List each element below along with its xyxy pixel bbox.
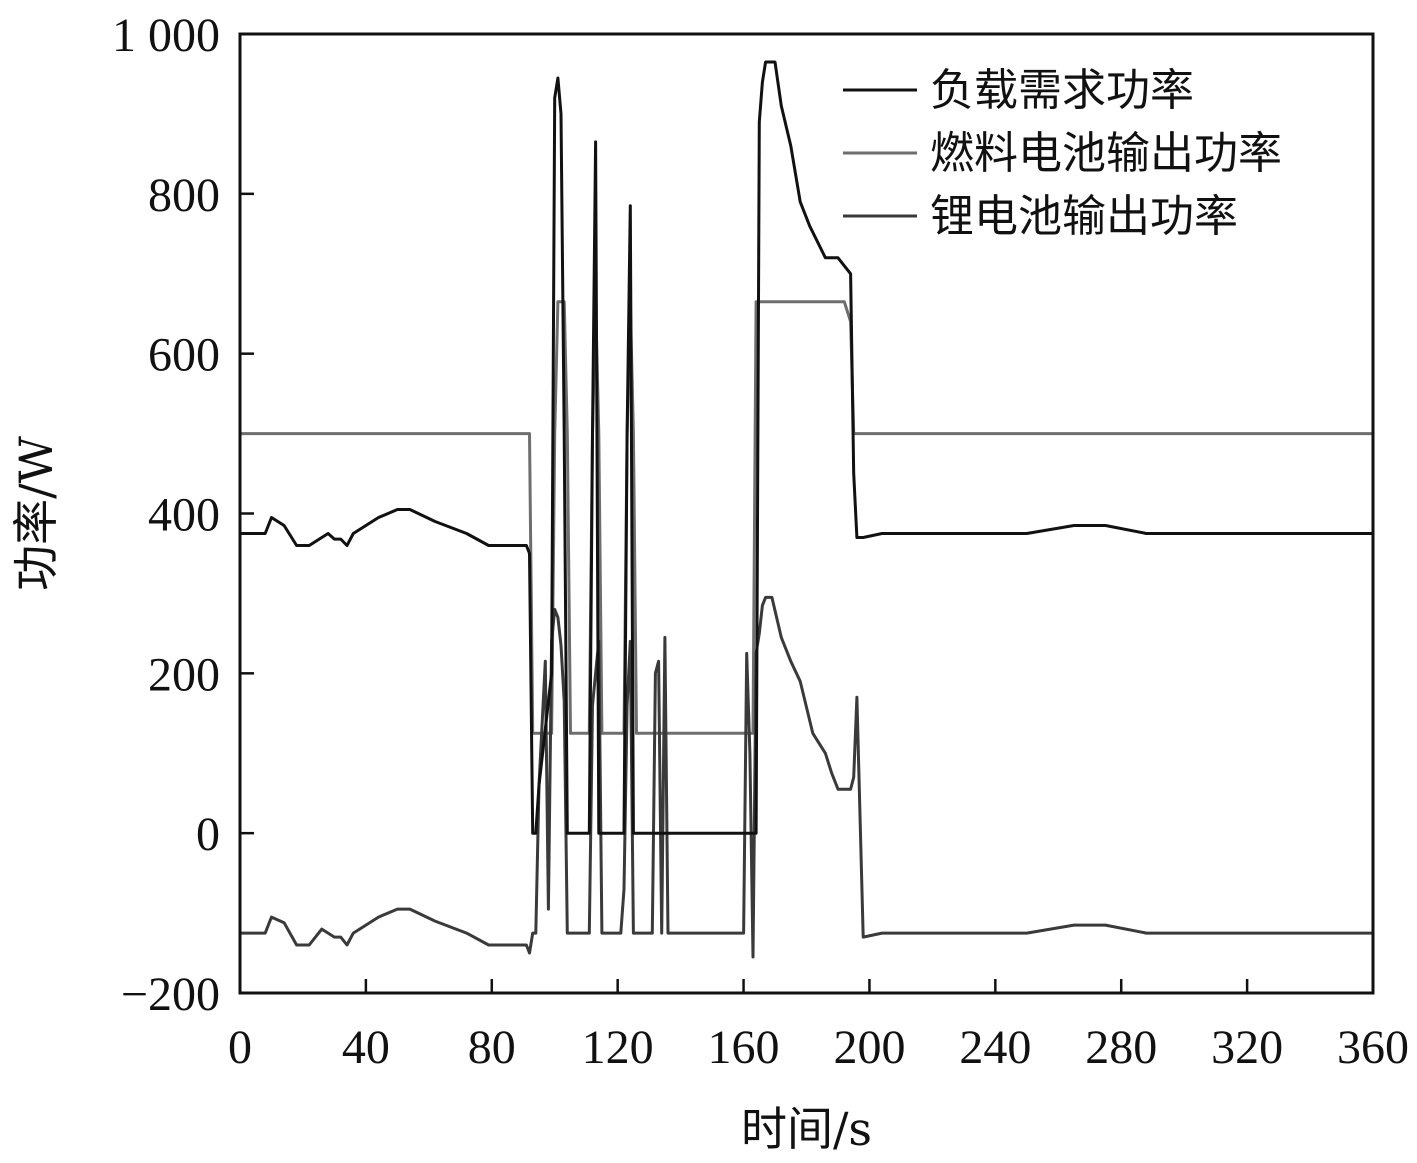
legend-label-2: 锂电池输出功率 <box>930 191 1238 242</box>
x-axis-title: 时间/s <box>741 1102 872 1156</box>
y-tick-label: 400 <box>148 489 220 542</box>
x-tick-label: 80 <box>468 1021 516 1074</box>
y-tick-label: 600 <box>148 329 220 382</box>
x-tick-label: 320 <box>1211 1021 1283 1074</box>
x-tick-label: 0 <box>228 1021 252 1074</box>
x-tick-label: 160 <box>708 1021 780 1074</box>
legend-label-1: 燃料电池输出功率 <box>930 128 1282 179</box>
legend-label-0: 负载需求功率 <box>930 65 1194 116</box>
series-layer <box>240 60 1373 959</box>
tick-layer: 0 40 80 120 160 200 240 280 320 360−2000200400600… <box>112 9 1409 1074</box>
y-tick-label: −200 <box>121 968 220 1021</box>
y-tick-label: 0 <box>196 808 220 861</box>
y-tick-label: 200 <box>148 648 220 701</box>
series-line-2 <box>240 595 1373 959</box>
x-tick-label: 200 <box>833 1021 905 1074</box>
series-line-0 <box>240 60 1373 835</box>
x-tick-label: 40 <box>342 1021 390 1074</box>
x-tick-label: 120 <box>582 1021 654 1074</box>
x-tick-label: 280 <box>1085 1021 1157 1074</box>
x-tick-label: 360 <box>1337 1021 1409 1074</box>
y-axis-title: 功率/W <box>9 435 63 590</box>
y-tick-label: 1 000 <box>112 9 220 62</box>
series-line-1 <box>240 300 1373 735</box>
y-tick-label: 800 <box>148 169 220 222</box>
x-tick-label: 240 <box>959 1021 1031 1074</box>
